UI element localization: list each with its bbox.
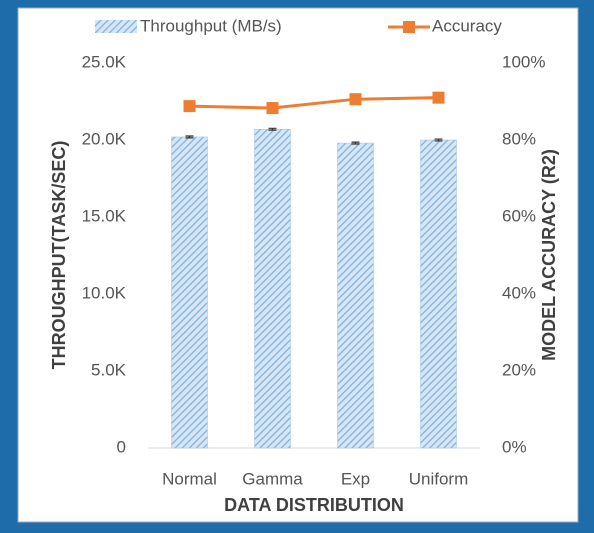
bar	[420, 139, 457, 449]
error-bar	[185, 135, 194, 139]
bar	[171, 136, 208, 449]
error-bar	[268, 127, 277, 131]
x-axis-title: DATA DISTRIBUTION	[224, 495, 404, 515]
y2-tick-label: 80%	[502, 129, 536, 148]
bar	[254, 128, 291, 449]
x-tick-label: Exp	[341, 469, 370, 488]
y-tick-label: 15.0K	[82, 206, 127, 225]
x-tick-label: Uniform	[409, 469, 469, 488]
y2-tick-label: 20%	[502, 360, 536, 379]
x-tick-label: Gamma	[242, 469, 303, 488]
legend-swatch	[403, 21, 415, 33]
marker	[349, 93, 362, 106]
marker	[266, 102, 279, 115]
y2-tick-label: 100%	[502, 52, 545, 71]
legend-swatch	[95, 20, 137, 33]
y2-tick-label: 0%	[502, 437, 527, 456]
x-tick-label: Normal	[162, 469, 217, 488]
marker	[183, 100, 196, 113]
y-tick-label: 10.0K	[82, 283, 127, 302]
error-bar	[351, 141, 360, 145]
panel	[17, 7, 579, 523]
bar	[337, 142, 374, 449]
y2-tick-label: 60%	[502, 206, 536, 225]
error-bar	[434, 138, 443, 142]
line	[189, 96, 439, 110]
y2-axis-title: MODEL ACCURACY (R2)	[539, 149, 559, 361]
y-tick-label: 20.0K	[82, 129, 127, 148]
y2-tick-label: 40%	[502, 283, 536, 302]
y-tick-label: 5.0K	[91, 360, 127, 379]
y-tick-label: 0	[117, 437, 126, 456]
legend-label: Throughput (MB/s)	[140, 16, 282, 35]
y-tick-label: 25.0K	[82, 52, 127, 71]
y-axis-title: THROUGHPUT(TASK/SEC)	[49, 141, 69, 370]
legend-label: Accuracy	[432, 16, 502, 35]
marker	[432, 91, 445, 104]
